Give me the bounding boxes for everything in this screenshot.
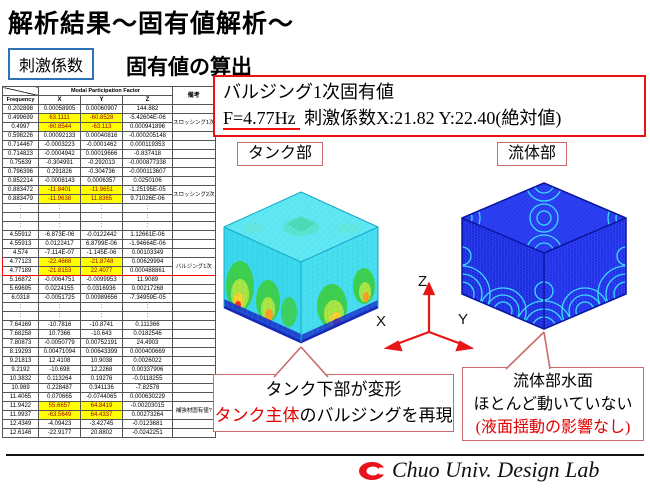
table-row: 5.16872 -0.0064751 -0.0099953 11.9089 (2, 275, 216, 285)
remark-cell: スロッシング2次 (172, 185, 216, 204)
fluid-callout-pointer (505, 331, 551, 370)
table-row: :::: (2, 221, 216, 231)
table-row: 9.2192 -10.698 12.2268 0.00337906 (2, 365, 216, 375)
tank-callout-line1: タンク下部が変形 (265, 380, 402, 399)
result-frequency: F=4.77Hz (223, 108, 300, 131)
x-axis-arrow (383, 340, 403, 352)
table-row: 4.55912 -6.873E-06 -0.0122442 1.12661E-06 (2, 230, 216, 240)
table-row: 0.714467 -0.0003223 -0.0001462 0.000119353 (2, 140, 216, 150)
table-row: 6.0318 -0.0051725 0.00989656 -7.34959E-05 (2, 293, 216, 303)
y-axis-arrow (455, 340, 474, 352)
table-row: 0.75639 -0.304991 -0.292013 -0.000877338 (2, 158, 216, 168)
tank-callout-rest: のバルジングを再現 (299, 406, 453, 425)
table-row: 0.852214 -0.0008143 0.0006357 0.0250106 (2, 176, 216, 186)
result-line1: バルジング1次固有値 (223, 82, 394, 102)
remark-cell: バルジング1次 (172, 257, 216, 276)
y-header: Y (80, 95, 123, 105)
page-title: 解析結果～固有値解析～ (8, 11, 295, 38)
keyword-box: 刺激係数 (8, 48, 95, 80)
z-header: Z (122, 95, 173, 105)
diagonal-header-cell (2, 86, 39, 96)
tank-callout-pointer (273, 346, 329, 378)
table-row: 7.68258 10.7366 -10.643 0.0182546 (2, 329, 216, 339)
tank-callout: タンク下部が変形 タンク主体のバルジングを再現 (213, 374, 454, 432)
frequency-header: Frequency (2, 95, 39, 105)
keyword-label: 刺激係数 (19, 58, 84, 75)
table-row: 0.714823 -0.0004942 0.00019666 -0.837418 (2, 149, 216, 159)
mpf-table: Modal Participation Factor 備考 Frequency … (2, 86, 216, 438)
y-axis-label: Y (458, 311, 468, 328)
table-row: 4.55913 0.0122417 6.8799E-06 -1.94664E-06 (2, 239, 216, 249)
fluid-callout-line2: ほとんど動いていない (473, 396, 633, 413)
fluid-callout-line1: 流体部水面 (512, 373, 593, 390)
table-row: 0.499699 63.1111 -60.8528 -5.42604E-06 スロッシン… (2, 113, 216, 132)
fluid-callout: 流体部水面 ほとんど動いていない (液面揺動の影響なし) (462, 367, 644, 441)
table-row: 4.77123 -22.4668 -21.8748 0.00629994 バルジング1次 (2, 257, 216, 276)
fluid-label: 流体部 (497, 142, 568, 166)
group-header: Modal Participation Factor (38, 86, 173, 96)
result-coefficients: 刺激係数X:21.82 Y:22.40(絶対値) (304, 108, 562, 129)
tank-fem-figure (223, 191, 379, 344)
lab-name: Chuo Univ. Design Lab (392, 457, 600, 482)
lab-logo-icon (359, 462, 388, 480)
table-row: 8.19293 0.00471094 0.00643399 0.000400669 (2, 347, 216, 357)
table-row: :::: (2, 203, 216, 213)
table-row: 11.4065 0.070665 -0.0744065 0.000630229 (2, 392, 216, 402)
footer-divider (6, 454, 644, 456)
tank-label: タンク部 (237, 142, 324, 166)
table-row: 4.574 -7.114E-07 -1.145E-06 0.00103349 (2, 248, 216, 258)
table-row: 9.21813 12.4108 10.9038 0.0026022 (2, 356, 216, 366)
table-header-row: Modal Participation Factor 備考 (2, 86, 216, 105)
remark-header: 備考 (172, 86, 216, 105)
table-row: 12.6146 -22.9177 20.8802 -0.0242251 (2, 428, 216, 438)
axis-triad: Z X Y (376, 273, 474, 352)
x-header: X (38, 95, 81, 105)
result-box: バルジング1次固有値 F=4.77Hz 刺激係数X:21.82 Y:22.40(… (213, 75, 646, 137)
z-axis-arrow (422, 281, 436, 296)
table-row: 10.989 0.228487 0.341136 -7.82578 (2, 383, 216, 393)
tank-callout-accent: タンク主体 (214, 406, 300, 425)
table-row: :::: (2, 311, 216, 321)
table-row: 11.9422 55.6657 64.8419 -0.00203015 補強材固有値? (2, 401, 216, 420)
table-row: 4.77189 -21.8153 22.4077 0.000488861 (2, 266, 216, 276)
table-row: :::: (2, 302, 216, 312)
table-row: 12.4349 -4.09423 -3.42745 -0.0123681 (2, 419, 216, 429)
remark-cell: スロッシング1次 (172, 113, 216, 132)
table-row: 10.3832 0.113264 0.19276 -0.0118255 (2, 374, 216, 384)
remark-cell: 補強材固有値? (172, 401, 216, 420)
table-row: 0.598226 0.00092133 0.00040816 -0.000205148 (2, 131, 216, 141)
result-line2: F=4.77Hz 刺激係数X:21.82 Y:22.40(絶対値) (223, 105, 636, 131)
fluid-callout-line3: (液面揺動の影響なし) (475, 419, 631, 436)
table-row: 0.4997 -60.8544 -63.113 0.000941896 (2, 122, 216, 132)
tank-callout-line2: タンク主体のバルジングを再現 (214, 403, 453, 429)
table-row: 5.69695 0.0224155 0.0316936 0.00217268 (2, 284, 216, 294)
z-axis-label: Z (418, 273, 427, 290)
table-row: 0.796396 0.291826 -0.304736 -0.000113607 (2, 167, 216, 177)
table-row: 0.883472 -11.8401 -11.9651 -1.25195E-05 スロッシ… (2, 185, 216, 204)
table-row: 0.202898 0.00058905 0.00060907 144.882 (2, 104, 216, 114)
fluid-fem-figure (461, 182, 627, 330)
table-row: :::: (2, 212, 216, 222)
x-axis-label: X (376, 313, 386, 330)
table-row: 7.80873 -0.0050779 0.00752191 24.4903 (2, 338, 216, 348)
table-row: 7.64169 -10.7816 -10.8741 0.111366 (2, 320, 216, 330)
table-body: 0.202898 0.00058905 0.00060907 144.882 0.499… (2, 104, 216, 438)
